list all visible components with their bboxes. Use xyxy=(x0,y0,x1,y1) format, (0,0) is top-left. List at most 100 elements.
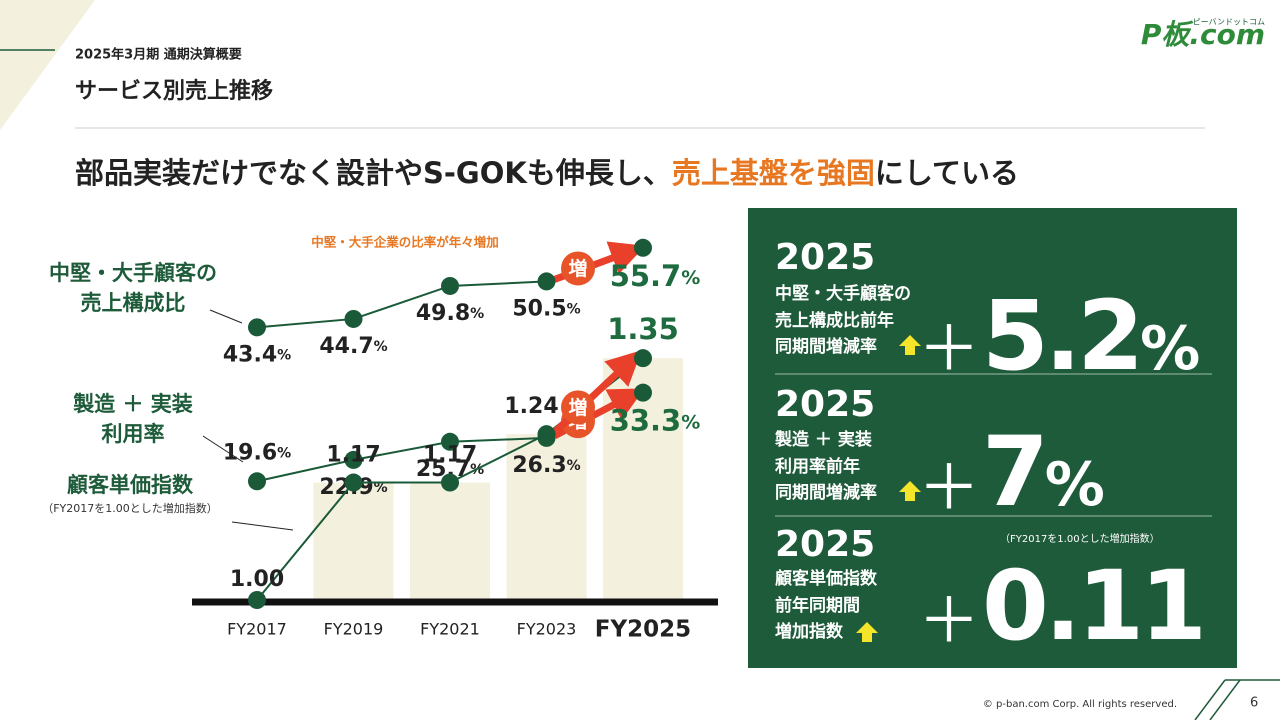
value-unit: % xyxy=(567,301,581,317)
value-label: 1.35 xyxy=(607,312,679,346)
value-number: 55.7 xyxy=(610,259,682,293)
value-number: 19.6 xyxy=(223,440,277,465)
panel-value: 5.2% xyxy=(982,286,1200,399)
deco-line xyxy=(1209,679,1241,720)
value-label: 55.7% xyxy=(610,259,701,293)
panel-year: 2025 xyxy=(775,524,876,565)
value-unit: % xyxy=(681,411,700,433)
value-label: 1.24 xyxy=(504,394,558,419)
value-unit: % xyxy=(567,458,581,474)
bar xyxy=(410,482,490,600)
value-label: 49.8% xyxy=(416,301,484,326)
value-number: 44.7 xyxy=(319,334,373,359)
headline-highlight: 売上基盤を強固 xyxy=(672,156,875,190)
value-label: 1.17 xyxy=(423,443,477,468)
headline: 部品実装だけでなく設計やS-GOKも伸長し、売上基盤を強固にしている xyxy=(75,156,1019,190)
logo: P板.com xyxy=(1141,18,1265,51)
point xyxy=(344,309,363,328)
point xyxy=(248,591,266,609)
value-label: 1.17 xyxy=(326,443,380,468)
page-title: サービス別売上推移 xyxy=(75,78,273,104)
value-unit: % xyxy=(277,445,291,461)
panel-sign: ＋ xyxy=(918,584,981,657)
badge xyxy=(561,251,595,286)
value-label: 44.7% xyxy=(319,334,387,359)
headline-text: にしている xyxy=(875,156,1019,190)
panel-label: 中堅・大手顧客の 売上構成比前年 同期間増減率 xyxy=(775,284,911,357)
annotation: 中堅・大手企業の比率が年々増加 xyxy=(311,235,499,250)
value: 7 xyxy=(982,416,1049,528)
legend-label: 顧客単価指数 xyxy=(67,473,193,497)
panel-note: （FY2017を1.00とした増加指数） xyxy=(1000,534,1160,545)
x-tick-label: FY2021 xyxy=(420,620,480,639)
deco-line xyxy=(1194,679,1226,720)
value-unit: % xyxy=(277,347,291,363)
value-number: 26.3 xyxy=(512,453,566,478)
value: 0.11 xyxy=(982,550,1207,662)
value-label: 43.4% xyxy=(223,342,291,367)
up-icon xyxy=(856,622,878,642)
point xyxy=(441,432,459,451)
legend-connector xyxy=(231,521,294,531)
up-icon xyxy=(899,481,921,501)
bar xyxy=(313,482,394,600)
page-number: 6 xyxy=(1250,696,1258,711)
x-tick-label: FY2019 xyxy=(324,620,384,639)
value-label: 26.3% xyxy=(512,453,580,478)
point xyxy=(634,238,652,257)
point xyxy=(248,472,266,491)
panel-year: 2025 xyxy=(775,237,876,278)
logo-sub: ピーバンドットコム xyxy=(1193,18,1265,27)
value-number: 50.5 xyxy=(512,296,566,321)
corner-deco xyxy=(0,0,95,130)
value-number: 43.4 xyxy=(223,342,277,367)
legend-connector xyxy=(202,435,244,463)
footer-deco xyxy=(1194,679,1280,720)
value-unit: % xyxy=(470,306,484,322)
unit: % xyxy=(1140,314,1200,384)
point xyxy=(248,318,266,337)
legend-label: 製造 ＋ 実装 利用率 xyxy=(73,392,193,446)
badge-text: 増 xyxy=(568,396,587,419)
value-label: 19.6% xyxy=(223,440,291,465)
point xyxy=(537,425,556,444)
badge-text: 増 xyxy=(568,257,587,280)
value-label: 50.5% xyxy=(512,296,580,321)
unit: % xyxy=(1044,450,1105,520)
summary-panel xyxy=(748,208,1237,668)
bar xyxy=(506,434,587,600)
point xyxy=(634,349,652,368)
legend-connector xyxy=(209,309,243,324)
point xyxy=(441,276,459,295)
growth-arrow xyxy=(552,350,642,435)
point xyxy=(344,450,363,469)
value-label: 1.00 xyxy=(230,567,284,592)
panel-label: 製造 ＋ 実装 利用率前年 同期間増減率 xyxy=(775,430,877,503)
headline-text: 部品実装だけでなく設計やS-GOKも伸長し、 xyxy=(75,156,672,190)
value-number: 33.3 xyxy=(610,404,682,438)
point xyxy=(344,473,363,492)
point xyxy=(441,473,459,492)
x-tick-label: FY2017 xyxy=(227,620,287,639)
value-number: 49.8 xyxy=(416,301,470,326)
copyright: © p-ban.com Corp. All rights reserved. xyxy=(983,699,1177,710)
legend-note: （FY2017を1.00とした増加指数） xyxy=(42,502,218,515)
panel-sign: ＋ xyxy=(918,312,981,385)
x-tick-label: FY2025 xyxy=(595,617,691,643)
up-icon xyxy=(899,335,921,355)
panel-value: 7% xyxy=(982,422,1105,535)
x-tick-label: FY2023 xyxy=(517,620,577,639)
value-label: 33.3% xyxy=(610,404,701,438)
value-unit: % xyxy=(374,339,388,355)
chart: 中堅・大手企業の比率が年々増加 FY2017 FY2019 FY2021 FY2023 F… xyxy=(192,235,718,643)
value-unit: % xyxy=(681,266,700,288)
legend-label: 中堅・大手顧客の 売上構成比 xyxy=(49,261,217,315)
value-unit: % xyxy=(374,480,388,496)
value: 5.2 xyxy=(982,280,1144,392)
period: 2025年3月期 通期決算概要 xyxy=(75,47,242,63)
panel-year: 2025 xyxy=(775,384,876,425)
point xyxy=(537,272,556,291)
panel-sign: ＋ xyxy=(918,451,981,524)
